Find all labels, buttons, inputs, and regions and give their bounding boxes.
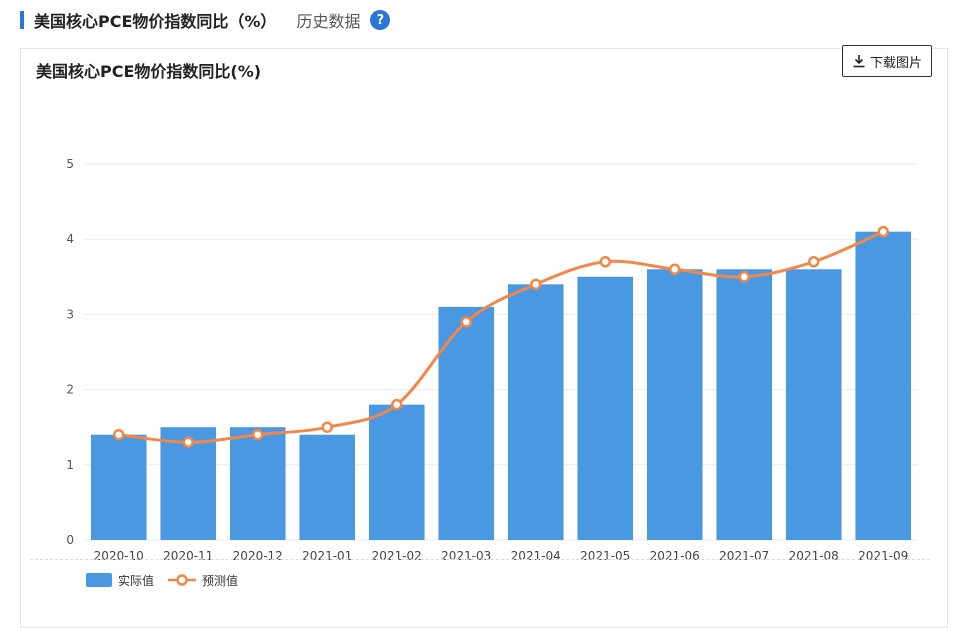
- x-tick-label: 2021-08: [789, 549, 839, 563]
- forecast-point: [808, 256, 820, 268]
- bottom-divider: [30, 559, 930, 560]
- page-header: 美国核心PCE物价指数同比（%） 历史数据 ?: [20, 8, 391, 32]
- x-tick-label: 2020-11: [163, 549, 213, 563]
- x-tick-label: 2021-04: [511, 549, 561, 563]
- bar: [716, 269, 773, 540]
- x-tick-label: 2021-01: [302, 549, 352, 563]
- download-image-button[interactable]: 下载图片: [842, 45, 932, 77]
- x-tick-label: 2021-03: [441, 549, 491, 563]
- forecast-point: [669, 263, 681, 276]
- legend-swatch-actual: [86, 573, 112, 587]
- forecast-point: [738, 271, 750, 283]
- bar: [368, 404, 425, 540]
- chart-title: 美国核心PCE物价指数同比(%): [36, 62, 262, 81]
- bar: [299, 434, 356, 540]
- bar: [785, 269, 842, 540]
- bar: [229, 427, 286, 540]
- forecast-point: [530, 278, 542, 291]
- x-tick-label: 2021-09: [858, 549, 908, 563]
- bar: [507, 284, 564, 540]
- y-tick-label: 2: [66, 383, 74, 397]
- x-tick-label: 2021-07: [719, 549, 769, 563]
- header-accent-bar: [20, 11, 24, 29]
- forecast-point: [877, 225, 889, 238]
- x-tick-label: 2021-05: [580, 549, 630, 563]
- x-tick-label: 2020-10: [94, 549, 144, 563]
- x-tick-label: 2021-02: [372, 549, 422, 563]
- x-tick-label: 2020-12: [233, 549, 283, 563]
- forecast-point: [182, 436, 194, 448]
- bar: [438, 306, 495, 540]
- y-tick-label: 3: [66, 307, 74, 321]
- forecast-point: [460, 316, 472, 328]
- forecast-point: [113, 428, 125, 441]
- bar: [90, 434, 147, 540]
- help-icon[interactable]: ?: [370, 10, 391, 30]
- history-data-link[interactable]: 历史数据: [296, 12, 361, 31]
- download-icon: [852, 54, 866, 68]
- y-tick-label: 4: [66, 232, 74, 246]
- legend-swatch-forecast-point: [176, 574, 188, 586]
- legend-label-forecast: 预测值: [202, 573, 238, 588]
- forecast-point: [599, 256, 611, 268]
- bar: [577, 276, 634, 540]
- x-tick-label: 2021-06: [650, 549, 700, 563]
- download-button-label: 下载图片: [869, 55, 922, 71]
- forecast-point: [391, 398, 403, 411]
- bar: [646, 269, 703, 540]
- y-tick-label: 1: [66, 458, 74, 472]
- bar: [855, 231, 912, 540]
- y-tick-label: 0: [66, 533, 74, 547]
- legend-label-actual: 实际值: [118, 573, 154, 588]
- page-title: 美国核心PCE物价指数同比（%）: [34, 12, 277, 31]
- forecast-point: [321, 421, 333, 433]
- y-tick-label: 5: [66, 157, 74, 171]
- forecast-point: [252, 428, 264, 441]
